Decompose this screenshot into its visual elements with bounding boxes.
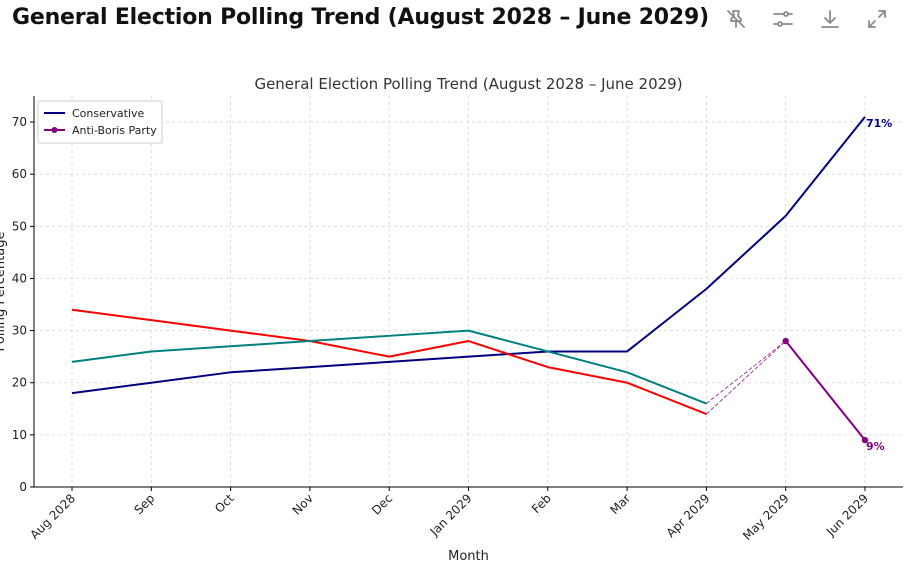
- x-tick-label: Jan 2029: [427, 491, 475, 539]
- polling-line-chart: General Election Polling Trend (August 2…: [0, 75, 903, 564]
- series-line-conservative: [71, 116, 866, 395]
- series-line-series-2: [71, 308, 707, 415]
- legend-label: Conservative: [72, 107, 145, 120]
- y-tick-label: 70: [12, 115, 27, 129]
- x-tick-label: Oct: [212, 491, 237, 516]
- x-tick-label: Feb: [529, 491, 554, 516]
- x-tick-label: May 2029: [740, 491, 792, 543]
- x-tick-label: Nov: [290, 491, 316, 517]
- annotation-label: 71%: [866, 117, 892, 130]
- y-tick-label: 40: [12, 271, 27, 285]
- download-icon: [821, 10, 839, 28]
- toolbar: [723, 6, 890, 32]
- clear-pin-icon: [727, 10, 745, 28]
- connector-dashed-line: [706, 340, 786, 404]
- y-tick-label: 10: [12, 428, 27, 442]
- y-tick-label: 60: [12, 167, 27, 181]
- x-tick-label: Dec: [369, 491, 395, 517]
- x-tick-label: Apr 2029: [664, 491, 713, 540]
- legend-label: Anti-Boris Party: [72, 124, 157, 137]
- y-tick-label: 0: [19, 480, 27, 494]
- data-point-anti-boris-party: [861, 436, 869, 444]
- clear-pin-button[interactable]: [723, 6, 749, 32]
- annotation-label: 9%: [866, 440, 885, 453]
- legend-marker: [51, 127, 58, 133]
- y-tick-label: 30: [12, 324, 27, 338]
- data-point-anti-boris-party: [782, 337, 789, 345]
- x-tick-label: Jun 2029: [823, 491, 871, 539]
- filter-settings-icon: [773, 11, 793, 27]
- y-axis-label: Polling Percentage: [0, 232, 8, 352]
- x-tick-label: Aug 2028: [27, 491, 78, 542]
- filter-settings-button[interactable]: [770, 6, 796, 32]
- page-title: General Election Polling Trend (August 2…: [12, 5, 709, 30]
- x-tick-label: Mar: [607, 491, 633, 517]
- y-tick-label: 20: [12, 376, 27, 390]
- series-line-series-3: [71, 329, 707, 405]
- expand-icon: [868, 10, 886, 28]
- header: General Election Polling Trend (August 2…: [0, 0, 904, 44]
- y-tick-label: 50: [12, 219, 27, 233]
- x-axis-label: Month: [448, 549, 489, 564]
- x-tick-label: Sep: [132, 491, 158, 517]
- download-button[interactable]: [817, 6, 843, 32]
- expand-button[interactable]: [864, 6, 890, 32]
- chart-title: General Election Polling Trend (August 2…: [254, 75, 682, 93]
- legend-box: [37, 100, 163, 144]
- connector-dashed-line: [706, 340, 787, 415]
- series-line-anti-boris-party: [784, 340, 866, 441]
